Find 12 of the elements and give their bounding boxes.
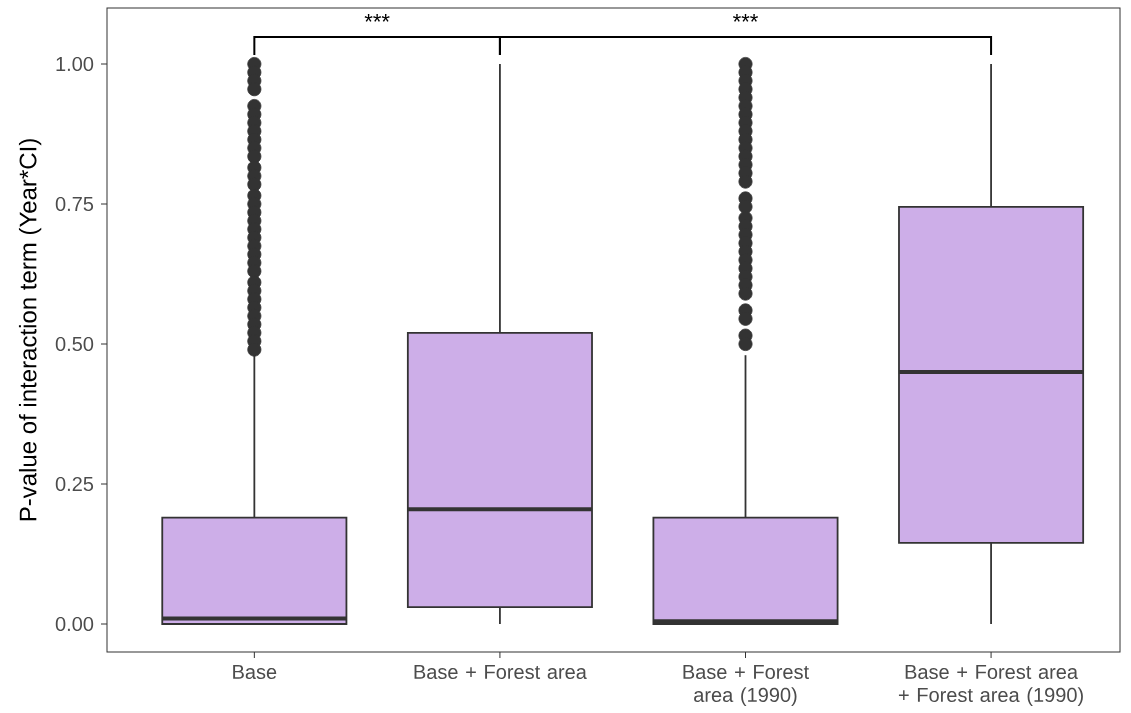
y-tick-label: 0.00 xyxy=(55,616,94,632)
y-axis-title: P-value of interaction term (Year*CI) xyxy=(18,139,42,521)
y-tick-label: 0.75 xyxy=(55,196,94,212)
x-tick-label: Base + Forest area + Forest area (1990) xyxy=(898,665,1083,706)
y-tick-label: 0.50 xyxy=(55,336,94,352)
x-tick-label: Base + Forest area (1990) xyxy=(683,665,809,706)
y-tick-label: 0.25 xyxy=(55,476,94,492)
x-tick-label: Base + Forest area xyxy=(414,665,587,680)
x-tick-label: Base xyxy=(233,665,277,680)
y-tick-label: 1.00 xyxy=(56,56,94,72)
annotation: *** xyxy=(364,14,390,22)
annotation: *** xyxy=(733,14,758,22)
